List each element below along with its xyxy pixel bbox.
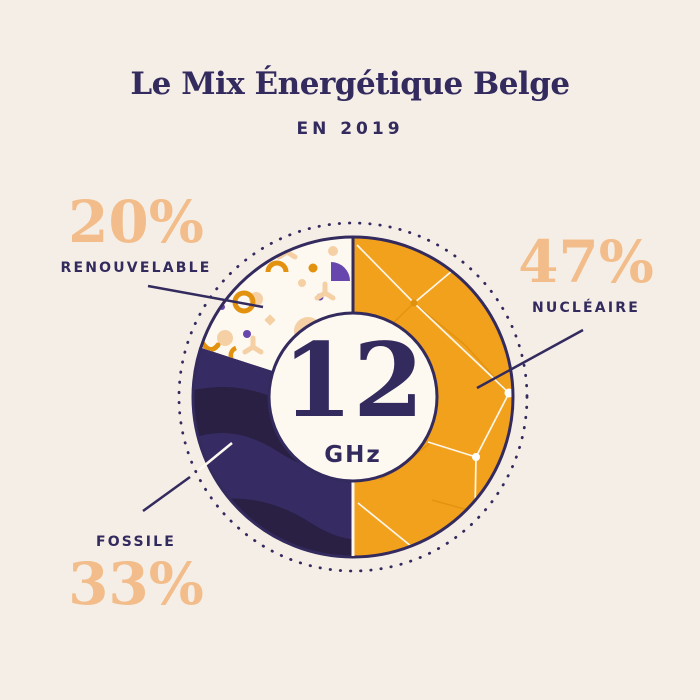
fossil-callout: FOSSILE 33% xyxy=(31,534,241,613)
dotted-ring xyxy=(177,221,529,573)
center-unit: GHz xyxy=(324,442,382,468)
nuclear-label: NUCLÉAIRE xyxy=(531,300,641,316)
callout-line-fossil-outer xyxy=(142,475,191,513)
nuclear-percent: 47% xyxy=(518,228,654,296)
callout-line-nuclear xyxy=(476,328,584,390)
center-value: 12 xyxy=(282,321,424,441)
nuclear-callout: 47% NUCLÉAIRE xyxy=(481,233,691,316)
callout-line-fossil-inner xyxy=(198,442,233,471)
callout-line-renewable xyxy=(147,284,264,309)
page-subtitle: EN 2019 xyxy=(296,119,404,139)
renewable-label: RENOUVELABLE xyxy=(60,260,212,276)
page-title: Le Mix Énergétique Belge xyxy=(130,66,570,102)
fossil-label: FOSSILE xyxy=(95,534,177,550)
renewable-callout: 20% RENOUVELABLE xyxy=(31,193,241,276)
fossil-percent: 33% xyxy=(68,550,204,618)
renewable-percent: 20% xyxy=(68,188,204,256)
inner-circle xyxy=(267,311,439,483)
